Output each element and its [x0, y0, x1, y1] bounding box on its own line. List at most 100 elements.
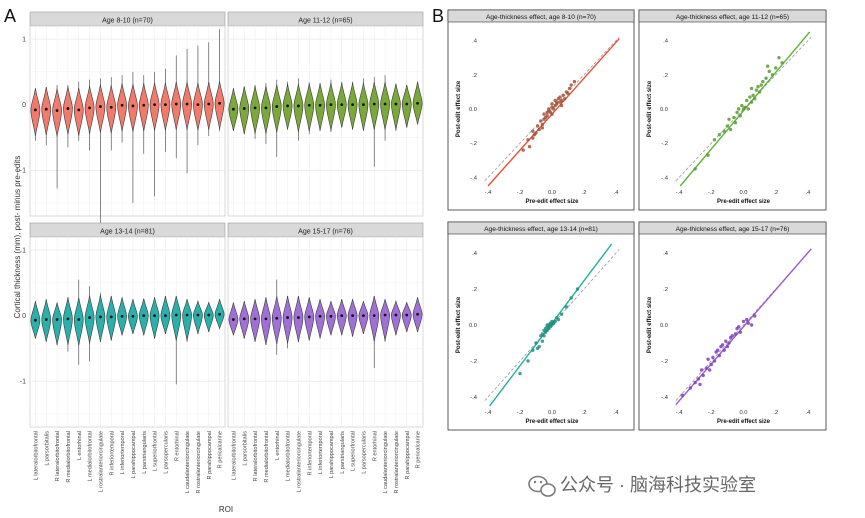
- x-tick-label: -.2: [708, 410, 715, 416]
- scatter-point: [754, 88, 759, 92]
- scatter-point: [558, 95, 562, 99]
- violin-median-point: [297, 316, 300, 319]
- x-tick-label: .4: [614, 410, 620, 416]
- scatter-point: [564, 305, 569, 309]
- violin-body: [369, 295, 380, 342]
- scatter-point: [759, 83, 763, 87]
- scatter-point: [749, 323, 754, 327]
- scatter-point: [518, 371, 522, 376]
- facet-title-strip: [447, 9, 635, 23]
- scatter-point: [699, 368, 704, 372]
- violin-body: [193, 82, 203, 131]
- violin-median-point: [405, 102, 409, 106]
- x-axis-label: Pre-edit effect size: [717, 199, 771, 205]
- scatter-point: [735, 110, 739, 115]
- violin-median-point: [55, 109, 59, 112]
- x-tick-label: L lateralorbitofrontal: [231, 431, 237, 480]
- scatter-point: [563, 97, 567, 101]
- violin-body: [182, 81, 192, 131]
- scatter-facet: Age-thickness effect, age 8-10 (n=70) -.4…: [447, 9, 635, 211]
- scatter-point: [567, 86, 572, 91]
- scatter-point: [711, 355, 715, 360]
- x-tick-label: .4: [806, 410, 812, 416]
- x-tick-label: .2: [773, 410, 778, 416]
- x-tick-label: -.2: [517, 410, 524, 416]
- scatter-point: [572, 79, 577, 84]
- scatter-point: [770, 73, 775, 77]
- scatter-point: [537, 127, 541, 132]
- y-tick-label: .4: [663, 39, 669, 45]
- scatter-point: [724, 339, 728, 343]
- y-axis-label: Post-edit effect size: [456, 80, 462, 137]
- violin-median-point: [207, 102, 211, 106]
- violin-median-point: [394, 102, 398, 106]
- violin-body: [106, 85, 117, 134]
- violin-body: [369, 81, 380, 131]
- x-tick-label: .4: [614, 190, 620, 196]
- x-tick-label: L parsopercularis: [163, 431, 169, 474]
- scatter-point: [764, 76, 768, 80]
- scatter-point: [550, 102, 554, 106]
- y-tick-label: -.4: [470, 395, 478, 401]
- scatter-point: [765, 64, 770, 68]
- violin-median-point: [416, 101, 419, 105]
- violin-median-point: [275, 316, 279, 320]
- scatter-point: [531, 348, 535, 352]
- x-tick-label: R rostralanteriorcingulate: [394, 431, 400, 494]
- violin-body: [304, 297, 315, 341]
- violin-body: [84, 85, 95, 134]
- violin-body: [282, 295, 293, 344]
- y-tick-label: -.4: [661, 175, 669, 181]
- x-tick-label: L superiorfrontal: [351, 431, 357, 471]
- scatter-point: [535, 346, 540, 351]
- scatter-point: [545, 114, 549, 118]
- facet-panel-bg: [227, 236, 424, 428]
- scatter-point: [551, 107, 556, 111]
- y-tick-label: .4: [663, 251, 669, 257]
- violin-median-point: [185, 102, 189, 106]
- facet-panel-bg: [227, 25, 424, 217]
- violin-median-point: [318, 314, 322, 318]
- violin-median-point: [77, 318, 81, 321]
- x-tick-label: L entorhinal: [275, 431, 281, 460]
- scatter-point: [551, 321, 556, 325]
- scatter-point: [693, 380, 697, 385]
- panel-a-violin-chart: Age 8-10 (n=70) 1 0 -1 Age 11-12 (n=65) Age 1…: [13, 11, 424, 514]
- violin-body: [401, 84, 412, 128]
- x-axis-label: Pre-edit effect size: [525, 199, 579, 205]
- violin-body: [63, 86, 73, 135]
- scatter-point: [680, 393, 684, 397]
- scatter-point: [701, 373, 705, 378]
- scatter-point: [767, 69, 771, 74]
- watermark-text: 公众号 · 脑海科技实验室: [560, 475, 756, 495]
- scatter-point: [738, 114, 742, 118]
- scatter-point: [532, 132, 537, 137]
- scatter-point: [738, 330, 742, 334]
- scatter-point: [548, 323, 553, 327]
- scatter-point: [774, 66, 778, 70]
- scatter-point: [569, 296, 573, 300]
- violin-median-point: [307, 103, 311, 107]
- violin-median-point: [307, 315, 311, 319]
- violin-median-point: [416, 312, 419, 316]
- scatter-point: [706, 357, 710, 361]
- scatter-point: [704, 366, 709, 370]
- violin-body: [391, 300, 401, 336]
- y-axis-label: Post-edit effect size: [647, 80, 653, 137]
- violin-body: [380, 299, 390, 342]
- x-tick-label: L parstriangularis: [340, 431, 346, 474]
- scatter-point: [531, 129, 535, 133]
- scatter-point: [730, 334, 734, 338]
- scatter-point: [748, 95, 752, 99]
- violin-body: [73, 87, 84, 136]
- violin-body: [391, 83, 401, 131]
- scatter-point: [756, 85, 760, 89]
- y-tick-label: 1: [22, 37, 26, 44]
- violin-body: [326, 82, 336, 131]
- violin-body: [358, 82, 369, 131]
- x-tick-label: L medialorbitofrontal: [88, 431, 94, 481]
- violin-median-point: [242, 317, 246, 321]
- violin-body: [250, 85, 260, 134]
- y-tick-label: -.2: [661, 141, 668, 147]
- y-tick-label: .2: [663, 287, 668, 293]
